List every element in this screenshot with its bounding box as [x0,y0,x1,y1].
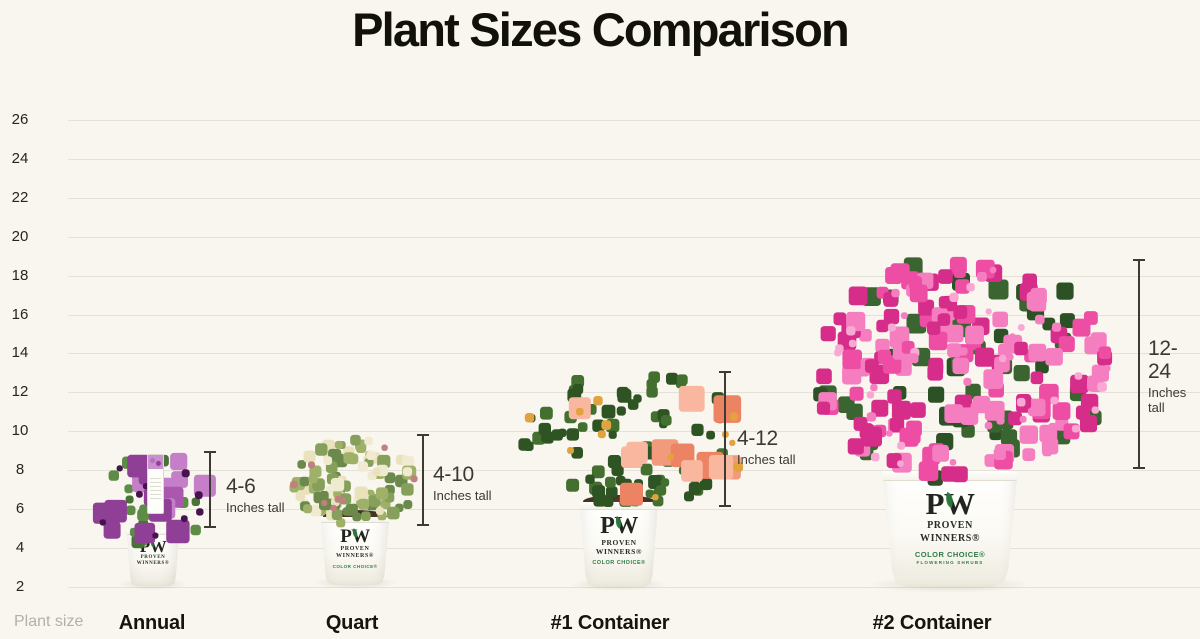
height-bracket [204,451,216,528]
plant-tag-text-lines [150,475,161,501]
height-range: 4-10 [433,463,474,486]
nursery-pot-2-container: PW PROVEN WINNERS® COLOR CHOICE® FLOWERI… [882,471,1018,587]
pot-brand-line: WINNERS® [595,547,643,557]
nursery-pot-1-container: PW PROVEN WINNERS® COLOR CHOICE® [579,502,659,587]
y-tick-label: 8 [15,461,25,479]
height-bracket [417,434,429,526]
foliage-dots [510,366,512,368]
proven-winners-logo: PW [926,488,975,519]
pot-brand-line: PROVEN [340,545,370,552]
pot-brand-line: WINNERS® [336,553,374,560]
pot-brand-line: WINNERS® [919,533,981,545]
gridline [68,236,1200,238]
pot-brand-line: WINNERS® [136,561,170,567]
gridline [68,119,1200,121]
y-tick-label: 4 [15,539,25,557]
category-label-annual: Annual [118,612,186,634]
gridline [68,197,1200,199]
nursery-pot-quart: PW PROVEN WINNERS® COLOR CHOICE® [320,517,390,585]
y-tick-label: 20 [11,227,29,245]
plant-foliage-2-container [808,254,1116,480]
page-title: Plant Sizes Comparison [352,3,850,56]
height-range: 4-12 [737,427,778,450]
gridline [68,431,1200,433]
height-measure: 4-12 Inches tall [737,427,796,467]
height-range: 12-24 [1148,337,1178,384]
height-unit: Inches tall [433,488,492,504]
y-tick-label: 26 [11,110,29,128]
proven-winners-logo: PW [140,538,167,555]
y-tick-label: 16 [11,305,29,323]
y-tick-label: 24 [11,149,29,167]
colorchoice-badge: COLOR CHOICE® [914,550,986,560]
plant-tag-photo [148,455,163,469]
gridline [68,392,1200,394]
height-measure: 4-6 Inches tall [226,475,285,515]
y-tick-label: 10 [11,422,29,440]
colorchoice-badge: COLOR CHOICE® [592,560,646,567]
gridline [68,275,1200,277]
y-tick-label: 6 [15,500,25,518]
pot-rim [126,530,180,536]
colorchoice-badge: COLOR CHOICE® [332,564,378,570]
category-label-1-container: #1 Container [550,612,670,634]
pot-brand-line: PROVEN [140,554,166,560]
nursery-pot-annual: PW PROVEN WINNERS® [126,530,180,586]
height-bracket [719,371,731,507]
gridline [68,314,1200,316]
colorchoice-subtext: FLOWERING SHRUBS [916,560,984,566]
height-bracket [1133,259,1145,469]
foliage-dots [92,448,94,450]
height-measure: 4-10 Inches tall [433,463,492,503]
gridline [68,353,1200,355]
height-range: 4-6 [226,475,256,498]
y-tick-label: 14 [11,344,29,362]
pot-brand-line: PROVEN [927,520,973,532]
category-label-quart: Quart [325,612,379,634]
y-tick-label: 22 [11,188,29,206]
foliage-dots [808,254,810,256]
pot-rim [320,517,390,524]
gridline [68,158,1200,160]
pot-rim [579,502,659,510]
gridline [68,470,1200,472]
gridline [68,587,1200,588]
height-unit: Inches tall [1148,385,1187,416]
proven-winners-logo: PW [340,527,370,546]
category-label-2-container: #2 Container [872,612,992,634]
plant-tag [147,454,164,514]
proven-winners-logo: PW [600,514,638,538]
pot-rim [882,471,1018,482]
pot-brand-line: PROVEN [601,537,637,547]
height-unit: Inches tall [226,500,285,516]
y-tick-label: 18 [11,266,29,284]
y-tick-label: 12 [11,383,29,401]
height-unit: Inches tall [737,452,796,468]
foliage-dots [289,434,291,436]
y-tick-label: 2 [15,578,25,595]
x-axis-label: Plant size [14,613,84,630]
height-measure: 12-24 Inches tall [1148,337,1200,415]
plant-foliage-quart [289,434,421,524]
